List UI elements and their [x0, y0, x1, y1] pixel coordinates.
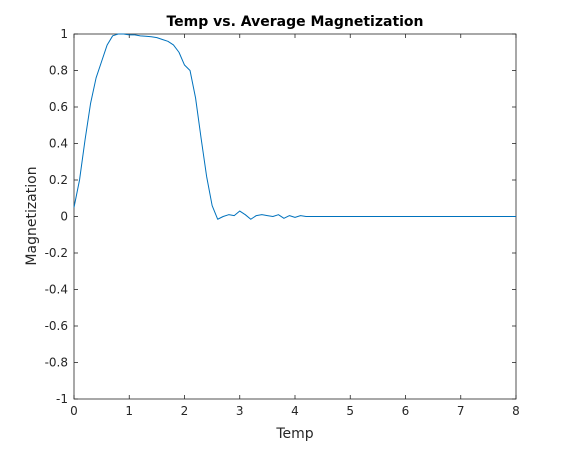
y-tick-label: -0.2	[45, 246, 68, 260]
y-tick-label: 0.4	[49, 137, 68, 151]
x-tick-label: 8	[512, 404, 520, 418]
y-tick-label: -0.6	[45, 319, 68, 333]
y-tick-label: 0.8	[49, 64, 68, 78]
y-tick-label: 0	[60, 210, 68, 224]
x-tick-label: 7	[457, 404, 465, 418]
x-tick-label: 5	[346, 404, 354, 418]
x-tick-label: 4	[291, 404, 299, 418]
y-tick-label: -0.8	[45, 356, 68, 370]
x-tick-label: 6	[402, 404, 410, 418]
x-axis-label: Temp	[275, 426, 313, 442]
x-tick-label: 3	[236, 404, 244, 418]
y-tick-label: 0.6	[49, 100, 68, 114]
x-tick-label: 2	[181, 404, 189, 418]
y-tick-label: -0.4	[45, 283, 68, 297]
y-tick-label: 0.2	[49, 173, 68, 187]
x-tick-label: 0	[70, 404, 78, 418]
x-tick-label: 1	[125, 404, 133, 418]
y-tick-label: 1	[60, 27, 68, 41]
chart-title: Temp vs. Average Magnetization	[166, 14, 423, 30]
y-tick-label: -1	[56, 392, 68, 406]
y-axis-label: Magnetization	[24, 166, 40, 265]
